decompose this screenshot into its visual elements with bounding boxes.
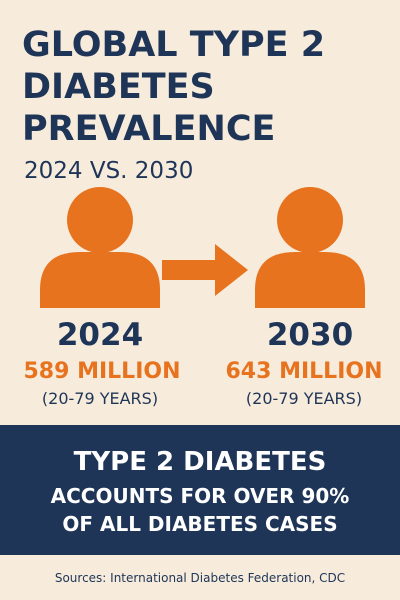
banner-line: TYPE 2 DIABETES <box>74 447 327 477</box>
year: 2024 <box>57 317 143 353</box>
banner-line: OF ALL DIABETES CASES <box>62 512 337 536</box>
note: (20-79 YEARS) <box>42 389 158 408</box>
value: 589 MILLION <box>24 359 181 384</box>
title-line: GLOBAL TYPE 2 <box>22 25 325 65</box>
title-line: DIABETES <box>22 67 215 107</box>
year: 2030 <box>267 317 353 353</box>
sources: Sources: International Diabetes Federati… <box>55 571 345 585</box>
banner-line: ACCOUNTS FOR OVER 90% <box>51 484 350 508</box>
arrow <box>162 244 248 296</box>
person-icon <box>255 187 365 308</box>
banner <box>0 425 400 555</box>
note: (20-79 YEARS) <box>246 389 362 408</box>
subtitle: 2024 VS. 2030 <box>24 158 193 184</box>
person-icon <box>40 187 160 308</box>
value: 643 MILLION <box>226 359 383 384</box>
title-line: PREVALENCE <box>22 109 275 149</box>
